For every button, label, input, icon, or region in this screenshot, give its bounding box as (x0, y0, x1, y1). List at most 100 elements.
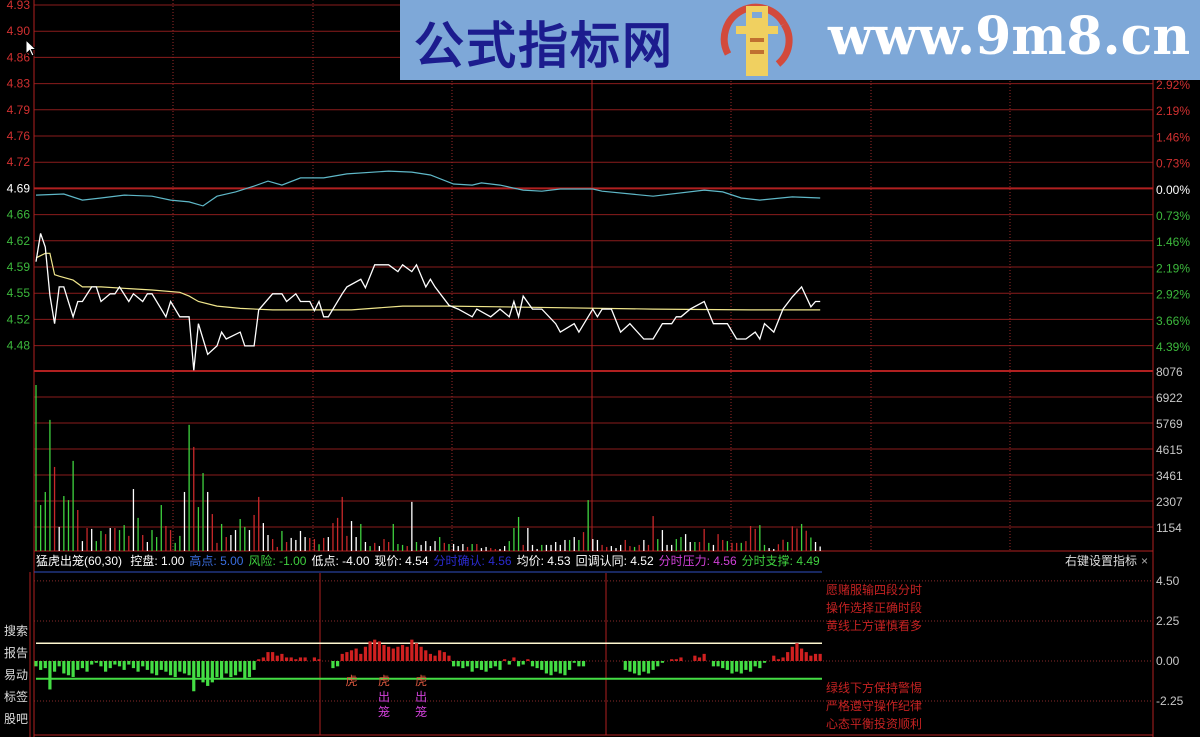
indicator-bar (818, 653, 822, 661)
indicator-bar (772, 655, 776, 661)
indicator-bar (813, 653, 818, 661)
indicator-tick-label: -2.25 (1156, 694, 1184, 708)
indicator-bar (238, 661, 242, 672)
average-price-line (35, 252, 821, 311)
volume-tick-label: 5769 (1156, 417, 1183, 431)
indicator-bar (795, 643, 799, 661)
indicator-bar (368, 641, 372, 661)
indicator-bar (331, 661, 335, 669)
indicator-bar (196, 661, 200, 678)
indicator-param: 分时确认: 4.56 (433, 554, 512, 568)
indicator-bar (623, 661, 627, 670)
indicator-bar (711, 661, 716, 667)
indicator-bar (127, 661, 131, 665)
indicator-bar (391, 648, 395, 661)
indicator-bar (108, 661, 112, 669)
indicator-bar (182, 661, 187, 674)
indicator-bar (317, 659, 321, 661)
indicator-bar (336, 661, 340, 667)
side-menu-item[interactable]: 搜索 (3, 624, 28, 638)
marker-cage: 笼 (415, 704, 427, 719)
indicator-bar (758, 661, 762, 669)
indicator-bar (312, 657, 316, 661)
mouse-cursor-icon (25, 39, 37, 57)
price-tick-label: 4.90 (7, 24, 31, 38)
indicator-bar (122, 661, 126, 670)
indicator-bar (294, 659, 298, 661)
indicator-bar (233, 661, 238, 676)
side-menu-item[interactable]: 标签 (3, 690, 28, 704)
indicator-bar (52, 661, 57, 672)
indicator-bar (512, 657, 516, 661)
indicator-bar (651, 661, 655, 670)
indicator-bar (141, 661, 145, 667)
indicator-bar (642, 661, 646, 672)
indicator-bar (470, 661, 474, 672)
indicator-bar (660, 661, 664, 663)
indicator-bar (220, 661, 224, 679)
indicator-bar (776, 659, 780, 661)
indicator-bar (498, 661, 502, 670)
indicator-bar (252, 661, 256, 670)
indicator-bar (479, 661, 484, 670)
indicator-bar (577, 661, 581, 667)
indicator-bar (62, 661, 66, 674)
indicator-bar (117, 661, 122, 667)
price-tick-label: 4.62 (7, 234, 31, 248)
indicator-bar (786, 652, 790, 661)
indicator-bar (387, 646, 391, 661)
price-tick-label: 4.93 (7, 0, 31, 12)
indicator-bar (345, 652, 349, 661)
indicator-bar (679, 657, 683, 661)
chart-grid (29, 0, 1154, 737)
indicator-bar (702, 653, 706, 661)
indicator-bar (530, 661, 535, 667)
indicator-bar (739, 661, 743, 674)
indicator-bar (716, 661, 720, 667)
indicator-bar (271, 652, 275, 661)
indicator-param: 现价: 4.54 (374, 554, 429, 568)
indicator-bar (359, 653, 363, 661)
indicator-bar (215, 661, 219, 678)
percent-tick-label: 2.19% (1156, 261, 1190, 275)
indicator-settings[interactable]: 右键设置指标 × (1065, 553, 1148, 570)
indicator-bar (410, 639, 414, 661)
percent-tick-label: 3.66% (1156, 314, 1190, 328)
close-icon[interactable]: × (1140, 554, 1148, 568)
indicator-note: 黄线上方谨慎看多 (826, 619, 923, 633)
indicator-bar (136, 661, 140, 672)
indicator-bar (113, 661, 117, 665)
settings-label[interactable]: 右键设置指标 (1064, 554, 1137, 568)
indicator-bar (168, 661, 173, 676)
indicator-param: 回调认同: 4.52 (575, 554, 654, 568)
indicator-bar (748, 661, 753, 672)
indicator-bar (173, 661, 177, 678)
price-tick-label: 4.83 (7, 77, 31, 91)
indicator-bar (465, 661, 470, 667)
indicator-bar (34, 661, 38, 667)
marker-out: 出 (415, 690, 427, 704)
indicator-bars (34, 639, 822, 692)
indicator-bar (521, 661, 525, 665)
side-menu-item[interactable]: 报告 (3, 646, 28, 660)
indicator-bar (145, 661, 149, 670)
indicator-bar (71, 661, 75, 678)
percent-tick-label: 2.19% (1156, 104, 1190, 118)
marker-tiger: 虎 (415, 674, 427, 688)
indicator-bar (150, 661, 154, 674)
indicator-bar (164, 661, 168, 672)
indicator-name[interactable]: 猛虎出笼(60,30) (36, 554, 123, 568)
indicator-bar (363, 646, 368, 661)
side-menu-item[interactable]: 股吧 (3, 712, 28, 726)
indicator-param: 低点: -4.00 (311, 554, 370, 568)
indicator-bar (452, 661, 456, 667)
indicator-bar (57, 661, 61, 667)
indicator-bar (693, 655, 697, 661)
indicator-bar (484, 661, 488, 672)
axis-labels: 4.93 4.90 4.86 4.83 4.79 4.76 4.72 4.69 4.66 4.62… (7, 0, 1191, 708)
indicator-tick-label: 4.50 (1156, 574, 1180, 588)
indicator-bar (670, 659, 674, 661)
volume-tick-label: 8076 (1156, 365, 1183, 379)
side-menu-item[interactable]: 易动 (3, 668, 28, 682)
